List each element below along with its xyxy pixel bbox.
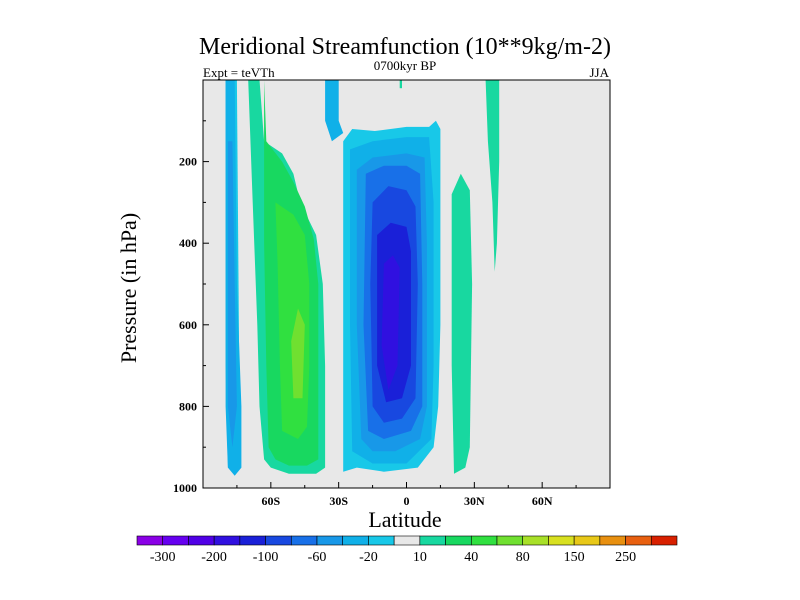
y-tick-label: 800 xyxy=(179,399,197,413)
colorbar: -300 -200 -100 -60 -20 10 40 80 150 250 xyxy=(136,535,678,565)
colorbar-box xyxy=(599,535,626,546)
colorbar-label: 150 xyxy=(564,550,585,565)
colorbar-box xyxy=(393,535,421,546)
y-tick-label: 1000 xyxy=(173,481,197,495)
x-tick-label: 0 xyxy=(404,494,410,508)
colorbar-label: 10 xyxy=(413,550,427,565)
x-tick-label: 60S xyxy=(261,494,280,508)
colorbar-box xyxy=(548,535,575,546)
colorbar-label: -60 xyxy=(308,550,327,565)
colorbar-box xyxy=(650,535,678,546)
plot-area: 60S 30S 0 30N 60N 200 400 600 800 1000 xyxy=(173,79,611,508)
contour-hadley-core xyxy=(381,255,400,391)
colorbar-box xyxy=(573,535,601,546)
colorbar-label: 80 xyxy=(516,550,530,565)
colorbar-box xyxy=(496,535,524,546)
contour-fills xyxy=(225,80,500,476)
x-axis-title: Latitude xyxy=(368,507,441,532)
contour-northern-upper-strip xyxy=(485,80,500,272)
y-axis-title: Pressure (in hPa) xyxy=(116,213,141,363)
colorbar-label: -20 xyxy=(359,550,378,565)
subtitle-right: JJA xyxy=(589,65,609,80)
chart-title: Meridional Streamfunction (10**9kg/m-2) xyxy=(199,34,611,60)
colorbar-label: -100 xyxy=(253,550,279,565)
colorbar-box xyxy=(368,535,395,546)
axis-ticks: 60S 30S 0 30N 60N 200 400 600 800 1000 xyxy=(173,120,577,508)
subtitle-center: 0700kyr BP xyxy=(374,58,436,73)
y-tick-label: 400 xyxy=(179,236,197,250)
contour-southern-ferrel-inner xyxy=(227,141,237,448)
colorbar-box xyxy=(445,535,472,546)
colorbar-label: -200 xyxy=(201,550,227,565)
colorbar-box xyxy=(419,535,446,546)
contour-southern-cell-core xyxy=(291,308,305,399)
subtitle-left: Expt = teVTh xyxy=(203,65,275,80)
colorbar-box xyxy=(625,535,652,546)
colorbar-label: 250 xyxy=(615,550,636,565)
colorbar-box xyxy=(342,535,369,546)
colorbar-box xyxy=(188,535,215,546)
colorbar-box xyxy=(239,535,266,546)
colorbar-box xyxy=(213,535,241,546)
contour-equatorial-tail xyxy=(399,80,402,89)
x-tick-label: 60N xyxy=(532,494,553,508)
colorbar-box xyxy=(162,535,189,546)
contour-southern-upper-shade xyxy=(325,80,344,142)
colorbar-box xyxy=(470,535,498,546)
colorbar-box xyxy=(522,535,549,546)
colorbar-label: 40 xyxy=(464,550,478,565)
colorbar-box xyxy=(290,535,318,546)
x-tick-label: 30S xyxy=(329,494,348,508)
colorbar-box xyxy=(265,535,292,546)
y-tick-label: 200 xyxy=(179,155,197,169)
y-tick-label: 600 xyxy=(179,318,197,332)
colorbar-label: -300 xyxy=(150,550,176,565)
colorbar-box xyxy=(316,535,344,546)
contour-northern-strip xyxy=(451,173,473,474)
colorbar-box xyxy=(136,535,164,546)
x-tick-label: 30N xyxy=(464,494,485,508)
